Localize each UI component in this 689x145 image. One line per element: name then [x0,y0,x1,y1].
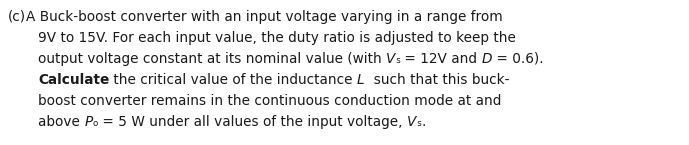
Text: such that this buck-: such that this buck- [364,73,509,87]
Text: ₛ: ₛ [416,115,422,129]
Text: ₒ: ₒ [92,115,98,129]
Text: Calculate: Calculate [38,73,110,87]
Text: = 12V and: = 12V and [400,52,482,66]
Text: = 5 W under all values of the input voltage,: = 5 W under all values of the input volt… [98,115,407,129]
Text: P: P [84,115,92,129]
Text: 9V to 15V. For each input value, the duty ratio is adjusted to keep the: 9V to 15V. For each input value, the dut… [38,31,516,45]
Text: (c): (c) [8,10,26,24]
Text: ₛ: ₛ [395,52,400,66]
Text: above: above [38,115,84,129]
Text: L: L [357,73,364,87]
Text: D: D [482,52,493,66]
Text: output voltage constant at its nominal value (with: output voltage constant at its nominal v… [38,52,386,66]
Text: V: V [407,115,416,129]
Text: = 0.6).: = 0.6). [493,52,544,66]
Text: A Buck-boost converter with an input voltage varying in a range from: A Buck-boost converter with an input vol… [26,10,503,24]
Text: the critical value of the inductance: the critical value of the inductance [110,73,357,87]
Text: boost converter remains in the continuous conduction mode at and: boost converter remains in the continuou… [38,94,502,108]
Text: .: . [422,115,426,129]
Text: V: V [386,52,395,66]
